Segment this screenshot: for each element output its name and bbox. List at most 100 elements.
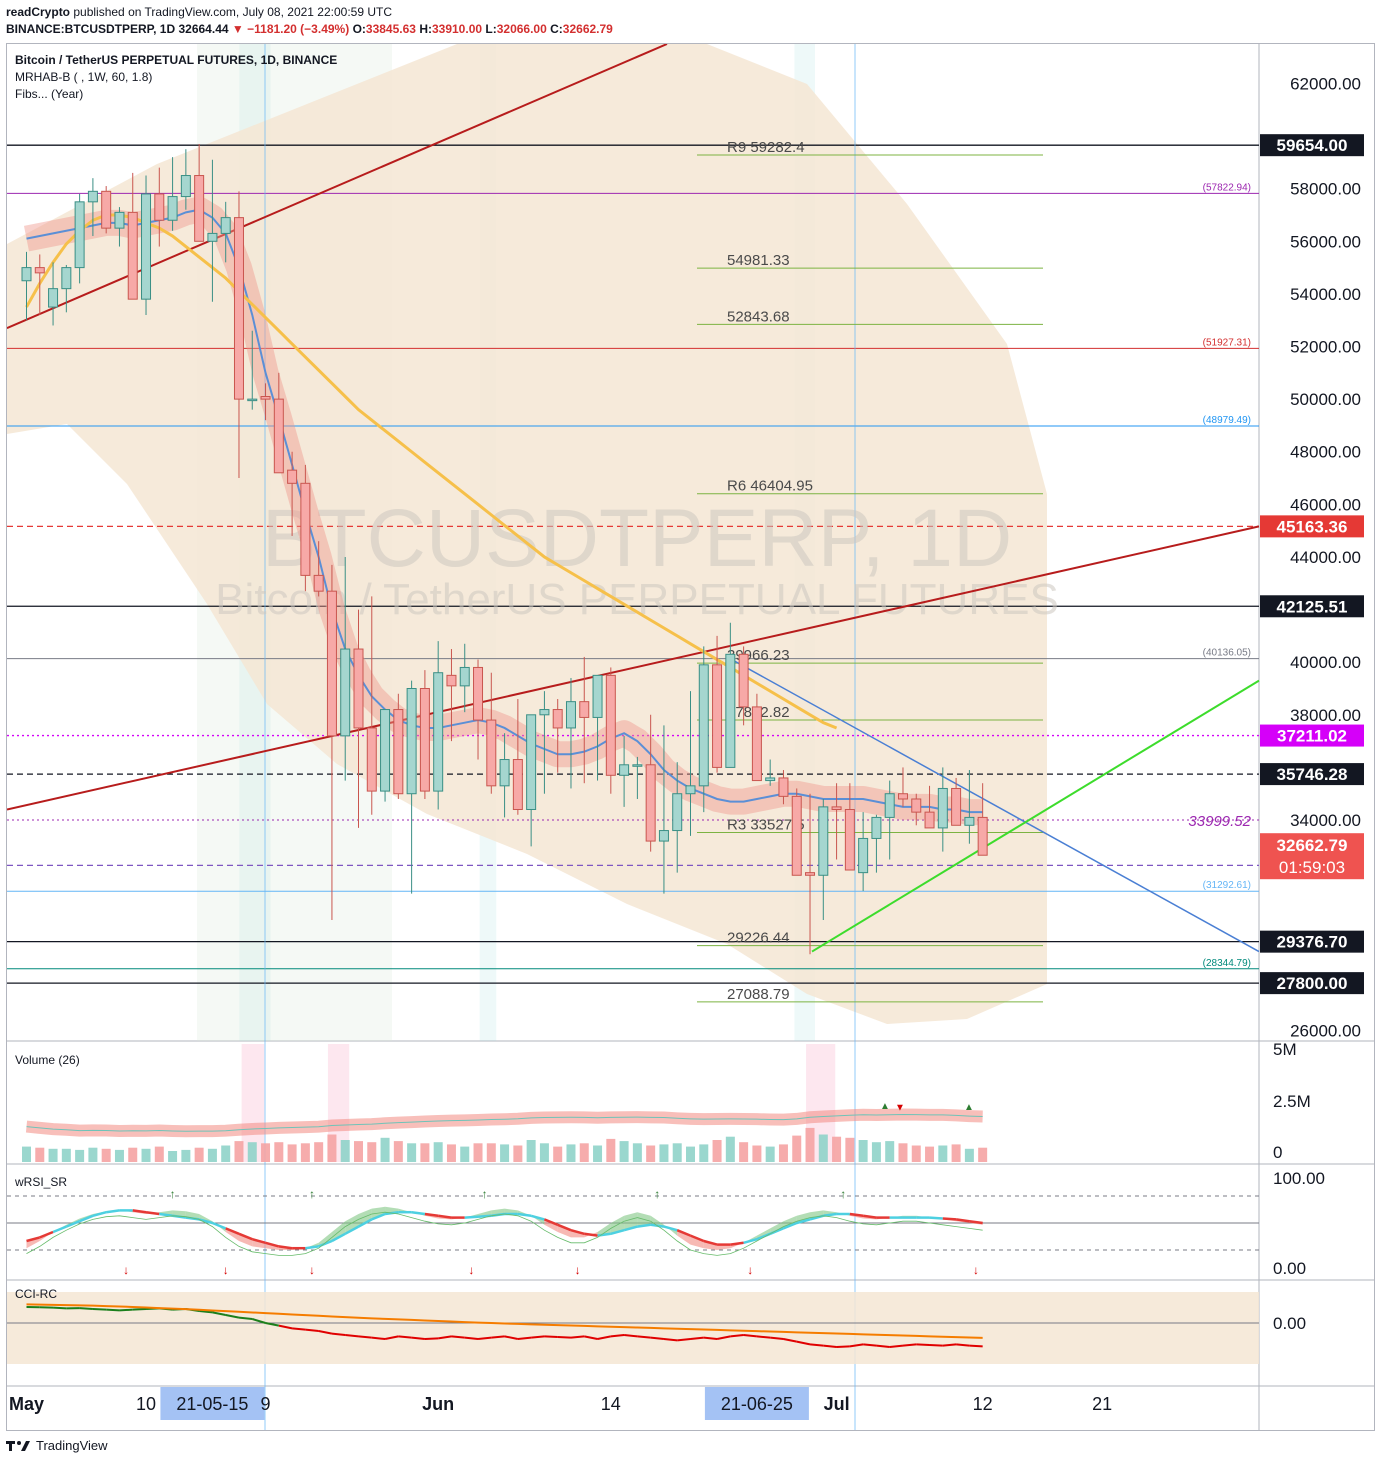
cci-line-segment xyxy=(929,1344,943,1347)
cci-line-segment xyxy=(318,1330,333,1335)
candle-body xyxy=(712,664,723,768)
candle xyxy=(247,330,258,410)
volume-bar xyxy=(832,1136,842,1162)
volume-bar xyxy=(898,1143,908,1162)
volume-bar xyxy=(619,1141,629,1162)
candle-body xyxy=(738,653,749,708)
wrsi-fill xyxy=(717,1244,731,1250)
cci-line-segment xyxy=(677,1338,691,1342)
wrsi-signal-segment xyxy=(703,1239,718,1246)
wrsi-fill xyxy=(677,1230,691,1245)
volume-bar xyxy=(300,1143,310,1162)
price-tick-label: 58000.00 xyxy=(1290,180,1361,199)
candle-body xyxy=(21,267,32,282)
wrsi-signal-segment xyxy=(823,1212,837,1218)
price-badge xyxy=(1260,515,1364,538)
brand-name[interactable]: TradingView xyxy=(36,1438,108,1453)
volume-bar xyxy=(566,1144,576,1162)
cci-line-segment xyxy=(132,1308,147,1311)
wrsi-signal-segment xyxy=(730,1241,744,1246)
cci-line-segment xyxy=(251,1318,266,1324)
high-label: H: xyxy=(419,22,432,36)
cci-line-segment xyxy=(823,1344,837,1348)
cci-line-segment xyxy=(809,1343,824,1347)
candle xyxy=(326,564,337,920)
close-label: C: xyxy=(550,22,563,36)
cci-line-segment xyxy=(531,1335,545,1339)
candle-body xyxy=(632,764,643,767)
wrsi-buy-marker: ↑ xyxy=(654,1187,660,1201)
candle xyxy=(180,149,191,210)
candle xyxy=(340,556,351,781)
candle-body xyxy=(207,232,218,242)
volume-bar xyxy=(433,1142,443,1162)
candle xyxy=(114,207,125,247)
wrsi-sell-marker: ↓ xyxy=(223,1263,229,1277)
pivot-label: 52843.68 xyxy=(727,308,790,325)
volume-bar xyxy=(367,1142,377,1162)
volume-bar xyxy=(885,1141,895,1162)
chart-frame: BTCUSDTPERP, 1D Bitcoin / TetherUS PERPE… xyxy=(6,43,1375,1431)
time-tick-label: Jul xyxy=(824,1394,850,1414)
candle xyxy=(632,756,643,799)
time-tick-label: 9 xyxy=(261,1394,271,1414)
candle-body xyxy=(565,701,576,729)
wrsi-signal-segment xyxy=(132,1209,147,1214)
level-label: (57822.94) xyxy=(1203,182,1251,193)
candle xyxy=(858,812,869,892)
level-label: 33999.52 xyxy=(1188,813,1251,830)
candle-body xyxy=(778,777,789,797)
legend-indicator-mrhab[interactable]: MRHAB-B ( , 1W, 60, 1.8) xyxy=(15,70,152,84)
legend-title[interactable]: Bitcoin / TetherUS PERPETUAL FUTURES, 1D… xyxy=(15,53,337,67)
symbol-label: BINANCE:BTCUSDTPERP, 1D xyxy=(6,22,176,36)
publish-info: published on TradingView.com, July 08, 2… xyxy=(73,5,393,19)
tradingview-logo-icon xyxy=(6,1440,30,1451)
candle xyxy=(964,770,975,844)
author-name[interactable]: readCrypto xyxy=(6,5,71,19)
time-tick-label: 12 xyxy=(973,1394,993,1414)
wrsi-title: wRSI_SR xyxy=(14,1175,67,1189)
wrsi-sell-marker: ↓ xyxy=(575,1263,581,1277)
volume-marker: ▼ xyxy=(895,1103,905,1114)
chart-canvas[interactable]: BTCUSDTPERP, 1D Bitcoin / TetherUS PERPE… xyxy=(6,43,1374,1430)
cci-line-segment xyxy=(371,1336,386,1340)
change-value: −1181.20 (−3.49%) xyxy=(247,22,350,36)
candle xyxy=(565,677,576,789)
price-badge-label: 37211.02 xyxy=(1277,727,1347,746)
wrsi-fill xyxy=(770,1221,784,1234)
wrsi-signal-segment xyxy=(557,1223,572,1232)
cci-line-segment xyxy=(278,1324,293,1330)
change-arrow: ▼ xyxy=(231,22,244,36)
footer: TradingView xyxy=(6,1438,108,1453)
candle-body xyxy=(287,469,298,484)
volume-bar xyxy=(261,1143,271,1162)
candle xyxy=(101,186,112,234)
candle-body xyxy=(273,398,284,474)
time-tick-label: 21-06-25 xyxy=(721,1394,793,1414)
wrsi-signal-segment xyxy=(743,1237,758,1245)
volume-bar xyxy=(287,1144,297,1162)
wrsi-signal-segment xyxy=(65,1220,81,1228)
volume-bar xyxy=(128,1147,138,1162)
volume-bar xyxy=(327,1134,337,1162)
wrsi-fill xyxy=(53,1224,67,1232)
candle-body xyxy=(951,787,962,826)
open-label: O: xyxy=(352,22,366,36)
candle xyxy=(871,814,882,873)
last-price-badge xyxy=(1260,833,1364,880)
candle-body xyxy=(645,764,656,842)
time-highlight-badge xyxy=(160,1387,265,1420)
volume-bar xyxy=(141,1148,151,1162)
price-tick-label: 40000.00 xyxy=(1290,653,1361,672)
cci-line-segment xyxy=(305,1328,319,1332)
cci-line-segment xyxy=(265,1322,280,1327)
legend-indicator-fibs[interactable]: Fibs... (Year) xyxy=(15,87,83,101)
volume-bar xyxy=(234,1141,244,1162)
candle xyxy=(21,251,32,321)
candle xyxy=(712,635,723,773)
cci-signal-line xyxy=(26,1303,983,1339)
wrsi-fill xyxy=(756,1228,771,1240)
wrsi-signal-segment xyxy=(305,1245,319,1250)
cci-line-segment xyxy=(796,1340,811,1346)
volume-tick-label: 2.5M xyxy=(1273,1092,1311,1111)
